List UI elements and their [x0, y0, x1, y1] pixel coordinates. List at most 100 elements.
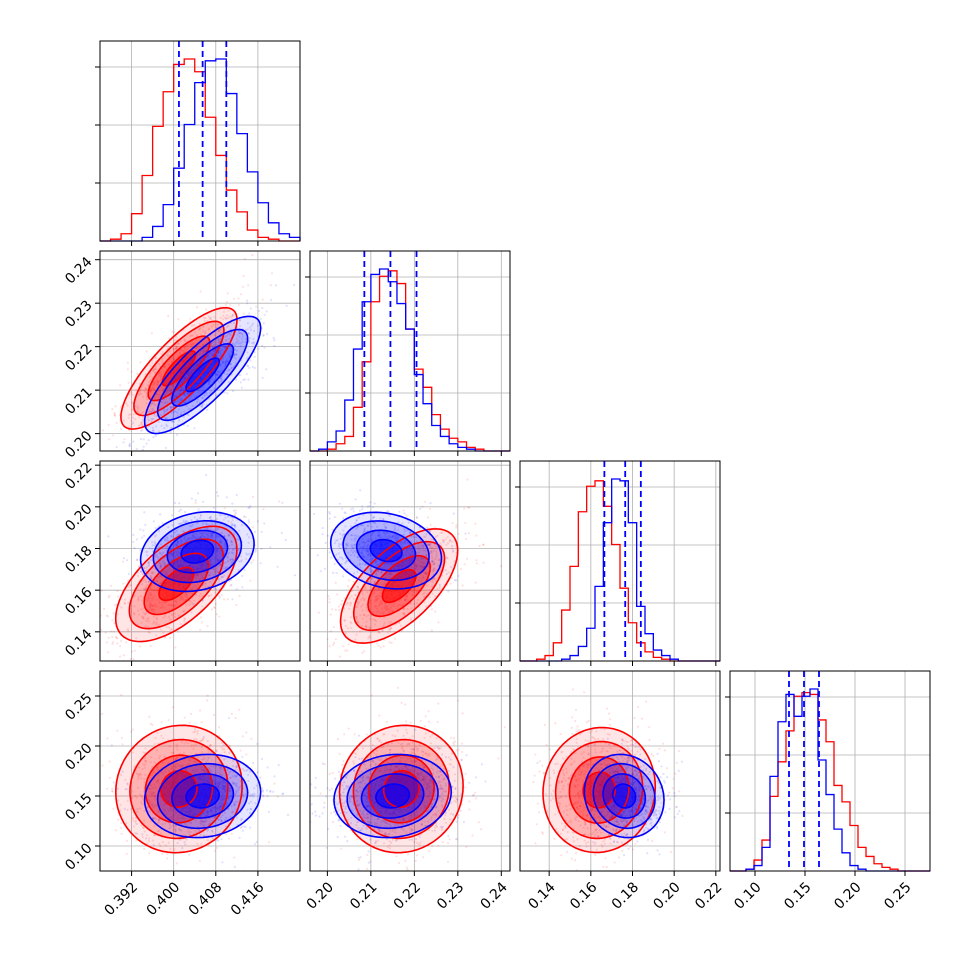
panel-background: [310, 251, 510, 451]
scatter-point: [259, 317, 262, 320]
scatter-point: [193, 829, 196, 832]
scatter-point: [179, 755, 183, 758]
scatter-point: [169, 618, 172, 621]
scatter-point: [224, 567, 227, 570]
scatter-point: [139, 388, 142, 391]
scatter-point: [333, 542, 337, 545]
scatter-point: [136, 410, 139, 413]
scatter-point: [199, 326, 202, 329]
scatter-point: [120, 773, 123, 777]
scatter-point: [152, 610, 155, 613]
scatter-point: [147, 580, 151, 583]
scatter-point: [131, 408, 134, 411]
scatter-point: [227, 380, 230, 384]
scatter-point: [442, 541, 445, 544]
scatter-point: [252, 329, 256, 333]
scatter-point: [432, 570, 435, 573]
scatter-point: [178, 752, 181, 755]
scatter-point: [219, 539, 222, 542]
scatter-point: [416, 545, 419, 548]
scatter-point: [143, 830, 146, 833]
scatter-point: [236, 340, 239, 343]
scatter-point: [421, 592, 425, 596]
scatter-point: [154, 554, 157, 557]
scatter-point: [111, 789, 114, 793]
scatter-point: [397, 600, 401, 603]
scatter-point: [363, 613, 366, 616]
scatter-point: [150, 879, 152, 881]
scatter-point: [373, 623, 376, 626]
scatter-point: [397, 565, 401, 568]
scatter-point: [228, 551, 231, 554]
scatter-point: [378, 563, 381, 566]
scatter-point: [134, 418, 137, 421]
scatter-point: [249, 328, 252, 331]
scatter-point: [242, 378, 245, 381]
scatter-point: [153, 535, 156, 538]
scatter-point: [444, 569, 447, 572]
scatter-point: [140, 615, 143, 618]
scatter-point: [224, 346, 227, 349]
scatter-point: [177, 428, 180, 431]
scatter-point: [265, 333, 269, 336]
scatter-point: [337, 552, 340, 555]
scatter-point: [124, 453, 126, 455]
scatter-point: [354, 522, 357, 525]
scatter-point: [214, 849, 217, 852]
scatter-point: [168, 770, 171, 773]
scatter-point: [172, 420, 176, 423]
scatter-point: [156, 380, 159, 383]
scatter-point: [180, 542, 183, 545]
scatter-point: [321, 526, 324, 530]
scatter-point: [459, 567, 463, 570]
scatter-point: [183, 617, 186, 620]
scatter-point: [439, 542, 442, 545]
scatter-point: [217, 565, 220, 568]
scatter-point: [383, 565, 386, 568]
scatter-point: [217, 547, 220, 550]
scatter-point: [200, 532, 203, 535]
scatter-point: [380, 572, 383, 575]
scatter-point: [126, 368, 129, 371]
scatter-point: [254, 548, 257, 552]
scatter-point: [147, 631, 150, 634]
scatter-point: [210, 558, 213, 561]
scatter-point: [116, 642, 119, 645]
scatter-point: [377, 587, 380, 590]
scatter-point: [375, 598, 378, 601]
scatter-point: [151, 572, 154, 575]
scatter-point: [245, 552, 248, 555]
scatter-point: [233, 524, 236, 527]
scatter-point: [369, 501, 372, 504]
scatter-point: [231, 502, 234, 505]
scatter-point: [465, 557, 469, 560]
scatter-point: [137, 599, 140, 602]
scatter-point: [202, 825, 205, 828]
scatter-point: [161, 604, 164, 607]
scatter-point: [445, 573, 448, 576]
scatter-point: [416, 547, 419, 551]
scatter-point: [182, 598, 185, 601]
scatter-point: [175, 743, 178, 746]
scatter-point: [359, 489, 362, 492]
scatter-point: [432, 563, 436, 566]
scatter-point: [198, 859, 201, 862]
scatter-point: [400, 564, 403, 567]
scatter-point: [213, 806, 216, 809]
scatter-point: [425, 533, 428, 536]
scatter-point: [347, 585, 350, 588]
scatter-point: [362, 603, 365, 607]
scatter-point: [224, 361, 227, 364]
scatter-point: [160, 400, 163, 403]
scatter-point: [361, 592, 364, 595]
scatter-point: [197, 573, 200, 576]
scatter-point: [229, 362, 232, 365]
scatter-point: [185, 405, 188, 408]
scatter-point: [163, 601, 166, 605]
scatter-point: [190, 611, 193, 614]
scatter-point: [386, 563, 389, 566]
scatter-point: [346, 601, 349, 604]
scatter-point: [431, 560, 434, 563]
scatter-point: [372, 506, 375, 509]
scatter-point: [170, 816, 173, 819]
